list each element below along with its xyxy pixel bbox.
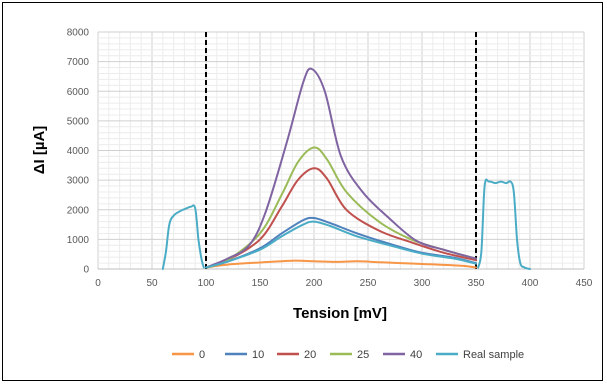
x-tick-label: 50 [146, 278, 158, 289]
legend-entry: 25 [357, 349, 369, 361]
y-tick-label: 3000 [67, 176, 90, 187]
legend-entry: 20 [304, 349, 316, 361]
series-lines [161, 67, 531, 270]
x-tick-label: 250 [360, 278, 377, 289]
y-axis-title: ΔI [µA] [31, 126, 48, 175]
legend-entry: 10 [252, 349, 264, 361]
y-tick-label: 8000 [67, 28, 90, 39]
series-line-25 [205, 146, 477, 269]
tick-labels: 0 50 100 150 200 250 300 350 400 450 0 1000 2000 3000… [67, 28, 593, 290]
grid [97, 31, 585, 270]
y-tick-label: 1000 [67, 235, 90, 246]
series-line-10 [205, 216, 477, 269]
x-tick-label: 450 [576, 278, 593, 289]
series-line-20 [205, 167, 477, 269]
legend-entry: 40 [410, 349, 422, 361]
x-tick-label: 200 [306, 278, 323, 289]
y-tick-label: 4000 [67, 146, 90, 157]
legend-entry: Real sample [463, 349, 524, 361]
series-line-real-sample [205, 220, 477, 269]
y-tick-label: 5000 [67, 116, 90, 127]
x-tick-label: 100 [198, 278, 215, 289]
y-tick-label: 6000 [67, 87, 90, 98]
x-tick-label: 300 [414, 278, 431, 289]
x-axis-title: Tension [mV] [293, 305, 387, 322]
legend-entry: 0 [199, 349, 205, 361]
y-tick-label: 2000 [67, 205, 90, 216]
x-tick-label: 350 [468, 278, 485, 289]
x-tick-label: 400 [522, 278, 539, 289]
y-tick-label: 0 [83, 265, 89, 276]
series-line-segment-7 [477, 178, 531, 270]
series-line-0 [205, 259, 477, 269]
legend: 0 10 20 25 40 Real sample [172, 349, 524, 361]
series-line-40 [205, 67, 477, 269]
series-line-segment-6 [161, 204, 205, 270]
x-tick-label: 150 [252, 278, 269, 289]
y-tick-label: 7000 [67, 57, 90, 68]
x-tick-label: 0 [95, 278, 101, 289]
